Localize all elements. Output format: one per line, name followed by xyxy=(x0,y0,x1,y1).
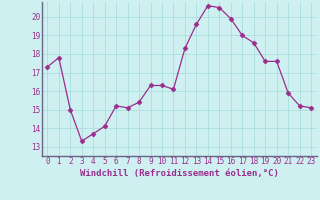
X-axis label: Windchill (Refroidissement éolien,°C): Windchill (Refroidissement éolien,°C) xyxy=(80,169,279,178)
